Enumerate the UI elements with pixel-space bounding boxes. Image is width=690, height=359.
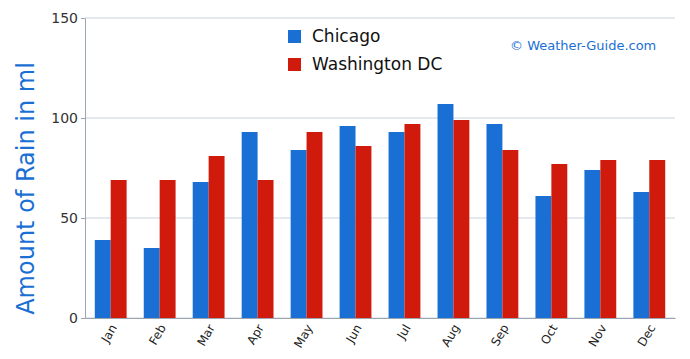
legend-swatch bbox=[288, 30, 301, 43]
bar bbox=[291, 150, 307, 318]
x-tick: Feb bbox=[146, 322, 169, 347]
legend-label: Washington DC bbox=[312, 54, 442, 74]
x-tick-label: Nov bbox=[586, 322, 610, 349]
bar bbox=[535, 196, 551, 318]
background bbox=[0, 0, 690, 359]
bars bbox=[95, 104, 665, 318]
y-tick: 100 bbox=[51, 110, 85, 126]
y-tick-mark bbox=[81, 118, 85, 119]
bar bbox=[633, 192, 649, 318]
legend-label: Chicago bbox=[312, 26, 380, 46]
x-tick: Mar bbox=[194, 322, 217, 349]
bar bbox=[502, 150, 518, 318]
grid-line bbox=[85, 118, 675, 119]
x-tick-label: Jul bbox=[394, 322, 414, 342]
y-tick-label: 50 bbox=[60, 210, 78, 226]
x-tick-label: Jan bbox=[98, 322, 120, 346]
bar bbox=[95, 240, 111, 318]
bar bbox=[584, 170, 600, 318]
y-tick: 150 bbox=[51, 10, 85, 26]
bar bbox=[453, 120, 469, 318]
bar bbox=[649, 160, 665, 318]
x-tick: Apr bbox=[244, 322, 267, 347]
x-tick: Jul bbox=[394, 322, 414, 342]
grid-line bbox=[85, 18, 675, 19]
x-tick-label: Aug bbox=[439, 322, 463, 349]
bar bbox=[389, 132, 405, 318]
x-tick-label: May bbox=[291, 322, 316, 350]
y-tick-label: 100 bbox=[51, 110, 78, 126]
x-tick: Jan bbox=[98, 322, 120, 346]
x-tick-label: Feb bbox=[146, 322, 169, 347]
y-tick: 0 bbox=[69, 310, 85, 326]
y-tick-mark bbox=[81, 318, 85, 319]
y-tick-label: 0 bbox=[69, 310, 78, 326]
x-tick-label: Jun bbox=[343, 322, 365, 346]
x-tick-label: Apr bbox=[244, 322, 267, 347]
y-tick: 50 bbox=[60, 210, 85, 226]
x-tick: Aug bbox=[439, 322, 463, 349]
x-tick: Jun bbox=[343, 322, 365, 346]
grid bbox=[85, 18, 675, 318]
legend-swatch bbox=[288, 58, 301, 71]
series-bars bbox=[95, 104, 650, 318]
bar bbox=[242, 132, 258, 318]
bar bbox=[404, 124, 420, 318]
bar bbox=[307, 132, 323, 318]
bar bbox=[438, 104, 454, 318]
bar bbox=[340, 126, 356, 318]
chart: 0 50 100 150 Jan Feb Mar Apr May Jun Jul Aug Sep Oct N… bbox=[0, 0, 690, 359]
y-tick-mark bbox=[81, 18, 85, 19]
x-tick: Dec bbox=[635, 322, 659, 349]
bar bbox=[193, 182, 209, 318]
y-axis-title: Amount of Rain in ml bbox=[12, 62, 40, 315]
x-tick-label: Oct bbox=[538, 322, 561, 347]
y-tick-mark bbox=[81, 218, 85, 219]
x-axis-line bbox=[86, 318, 676, 319]
bar bbox=[600, 160, 616, 318]
bar bbox=[356, 146, 372, 318]
y-axis: 0 50 100 150 bbox=[51, 10, 85, 326]
annotation: © Weather-Guide.com bbox=[510, 38, 656, 53]
bar bbox=[111, 180, 127, 318]
series-bars bbox=[111, 120, 666, 318]
x-tick-label: Sep bbox=[488, 322, 511, 349]
x-tick: Sep bbox=[488, 322, 511, 349]
y-tick-label: 150 bbox=[51, 10, 78, 26]
bar bbox=[209, 156, 225, 318]
bar bbox=[551, 164, 567, 318]
bar bbox=[144, 248, 160, 318]
x-tick: Oct bbox=[538, 322, 561, 347]
bar bbox=[258, 180, 274, 318]
x-tick-label: Mar bbox=[194, 322, 217, 349]
x-tick: Nov bbox=[586, 322, 610, 349]
bar bbox=[160, 180, 176, 318]
legend: Chicago Washington DC bbox=[288, 26, 442, 74]
bar bbox=[486, 124, 502, 318]
x-tick-label: Dec bbox=[635, 322, 659, 349]
y-axis-line bbox=[85, 19, 86, 319]
x-axis: Jan Feb Mar Apr May Jun Jul Aug Sep Oct Nov Dec bbox=[86, 319, 676, 351]
x-tick: May bbox=[291, 322, 316, 350]
